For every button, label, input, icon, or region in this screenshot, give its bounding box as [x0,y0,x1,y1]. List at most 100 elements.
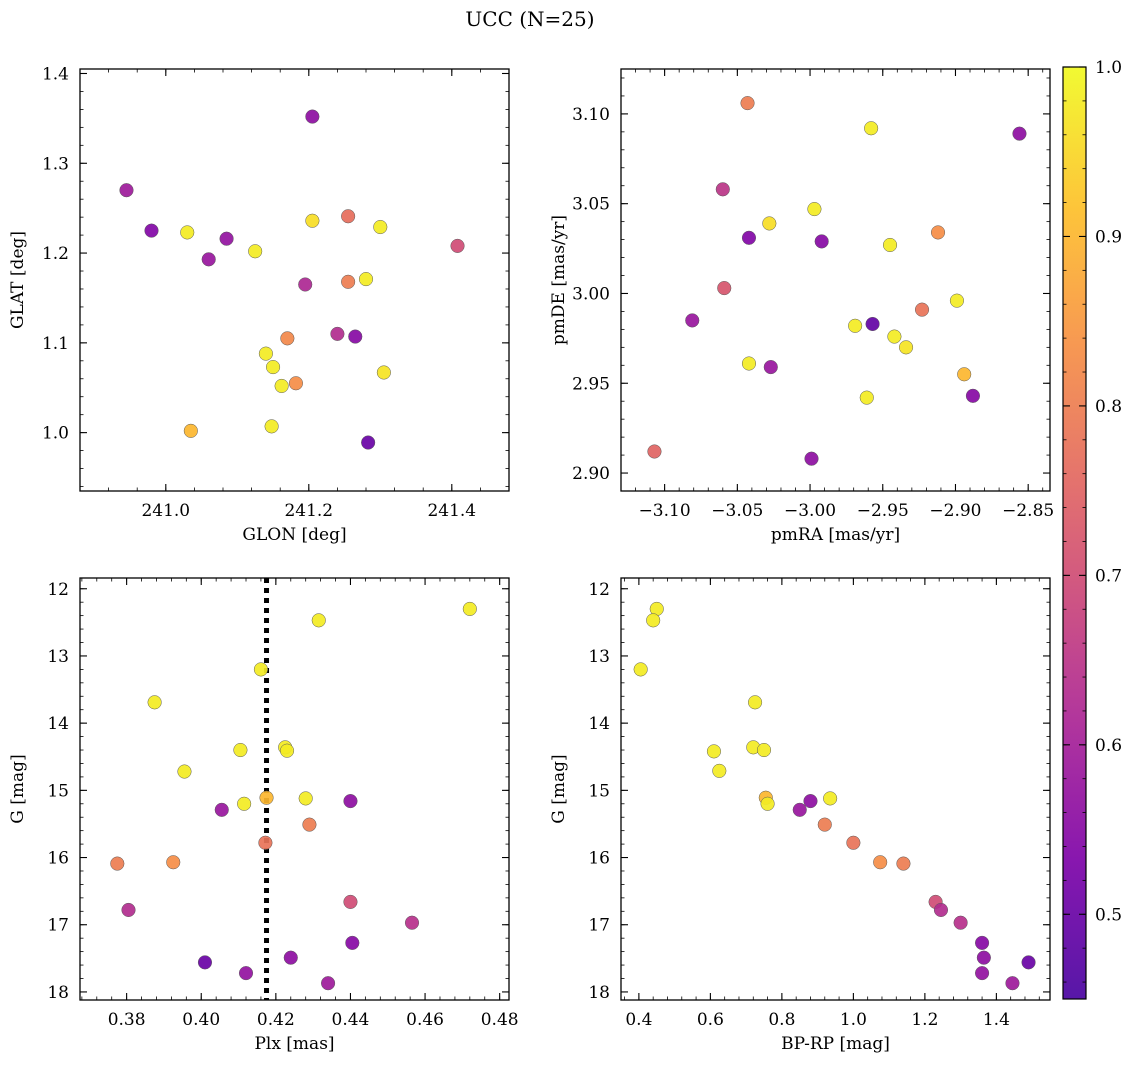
scatter-point [762,216,777,231]
scatter-point [258,346,273,361]
scatter-point [804,451,819,466]
scatter-point [633,662,648,677]
scatter-point [715,182,730,197]
y-tick-label: 17 [47,916,69,936]
y-tick-label: 2.95 [572,374,610,394]
y-tick-label: 1.4 [42,64,69,84]
scatter-point [348,329,363,344]
y-tick-label: 1.1 [42,334,69,354]
scatter-point [817,817,832,832]
scatter-point [1021,955,1036,970]
y-tick-label: 16 [47,849,69,869]
scatter-point [898,340,914,355]
scatter-point [957,367,972,382]
scatter-point [305,213,320,228]
scatter-points [119,109,465,450]
scatter-point [237,796,252,811]
scatter-point [965,388,980,403]
scatter-point [376,365,391,380]
y-tick-label: 18 [588,983,610,1003]
scatter-point [975,935,990,950]
y-axis-label: pmDE [mas/yr] [549,215,569,345]
plot-frame [79,68,510,492]
x-tick-label: 0.42 [257,1010,295,1030]
scatter-point [712,763,727,778]
scatter-point [373,219,388,235]
y-tick-label: 1.3 [42,154,69,174]
y-tick-label: 14 [588,714,610,734]
colorbar: 0.5 0.6 0.7 0.8 0.9 1.0 [1062,58,1122,1000]
x-axis-label: BP-RP [mag] [781,1034,890,1054]
scatter-point [298,791,313,806]
y-tick-label: 1.2 [42,244,69,264]
y-tick-label: 15 [588,781,610,801]
y-tick-label: 3.05 [572,195,610,215]
x-tick-label: 0.4 [625,1010,652,1030]
x-tick-label: −3.10 [639,501,691,521]
scatter-point [321,976,336,991]
x-tick-label: 241.4 [427,501,476,521]
y-tick-label: 13 [47,647,69,667]
scatter-point [859,390,874,405]
y-tick-label: 18 [47,983,69,1003]
scatter-point [647,444,662,459]
scatter-point [180,225,195,240]
scatter-point [274,378,289,393]
scatter-point [823,791,838,806]
y-axis-label: G [mag] [8,754,28,823]
panel-pmra-pmde: −3.10 −3.05 −3.00 −2.95 −2.90 −2.85 2.90 2.95 3.… [549,68,1054,545]
scatter-point [717,281,732,296]
x-tick-label: 241.2 [284,501,333,521]
scatter-point [763,360,778,375]
scatter-point [792,802,807,817]
x-tick-label: 0.38 [108,1010,146,1030]
y-tick-label: 16 [588,849,610,869]
x-tick-label: 241.0 [141,501,190,521]
x-tick-label: 0.6 [697,1010,724,1030]
colorbar-gradient [1062,66,1087,1000]
scatter-points [110,601,477,991]
scatter-point [288,376,303,391]
scatter-point [343,794,358,809]
scatter-point [848,318,863,333]
x-tick-label: −2.90 [929,501,981,521]
scatter-point [121,902,136,918]
scatter-point [280,331,295,346]
scatter-point [144,223,159,238]
y-tick-label: 3.10 [572,105,610,125]
scatter-point [214,802,229,817]
x-axis-label: GLON [deg] [242,525,346,545]
scatter-point [741,356,757,371]
colorbar-tick-label: 0.6 [1095,736,1122,756]
y-tick-label: 12 [588,580,610,600]
y-tick-label: 3.00 [572,284,610,304]
scatter-point [264,419,279,434]
scatter-point [741,230,757,245]
x-tick-label: 0.40 [182,1010,220,1030]
x-tick-label: 1.2 [911,1010,938,1030]
scatter-point [949,293,964,308]
y-tick-label: 13 [588,647,610,667]
scatter-point [462,601,477,616]
scatter-point [450,238,465,253]
x-tick-label: 0.48 [481,1010,519,1030]
scatter-points [633,601,1036,991]
scatter-point [1012,126,1027,141]
y-tick-label: 14 [47,714,69,734]
colorbar-tick-label: 1.0 [1095,58,1122,78]
scatter-point [258,835,273,850]
scatter-point [807,202,822,217]
scatter-point [865,316,880,332]
scatter-point [646,613,661,628]
scatter-point [975,966,990,981]
scatter-point [873,855,888,870]
scatter-point [882,237,898,253]
x-tick-label: 1.0 [840,1010,867,1030]
scatter-point [177,764,192,779]
scatter-point [814,234,829,249]
scatter-point [896,856,911,871]
scatter-point [305,109,320,124]
x-tick-label: −2.95 [857,501,909,521]
scatter-points [647,96,1027,466]
